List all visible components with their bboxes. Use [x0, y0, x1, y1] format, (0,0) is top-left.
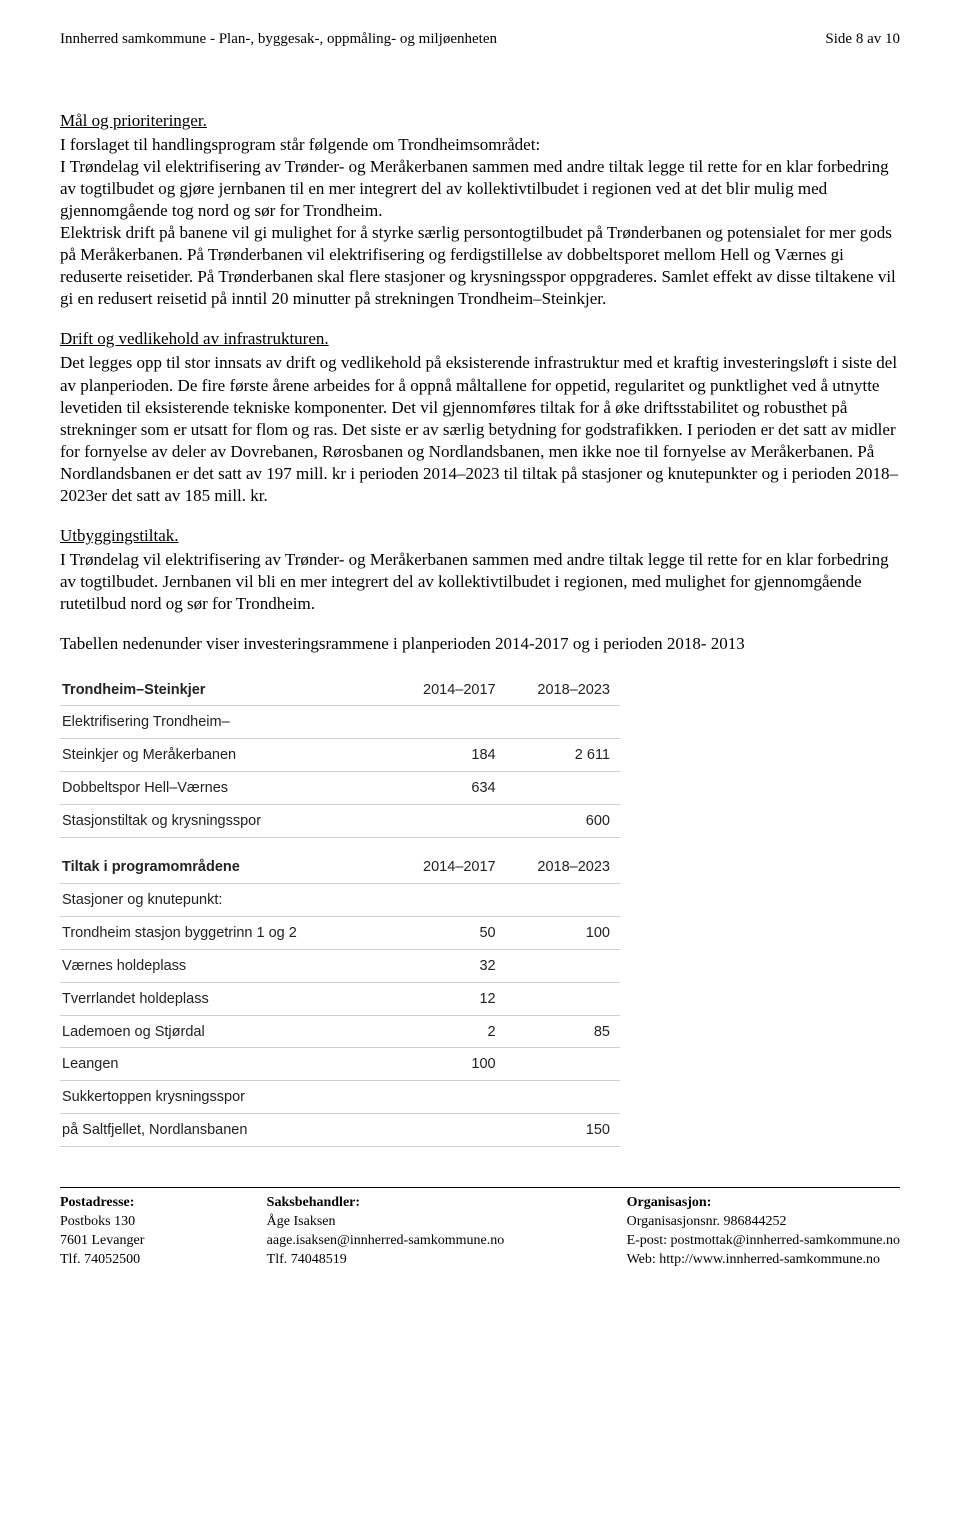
investment-table: Trondheim–Steinkjer2014–20172018–2023Ele… [60, 674, 900, 1147]
table-row-label: Stasjonstiltak og krysningsspor [60, 804, 391, 837]
table-spacer [60, 837, 620, 851]
footer-org-line: Web: http://www.innherred-samkommune.no [627, 1251, 900, 1270]
table-row-label: Dobbeltspor Hell–Værnes [60, 772, 391, 805]
table-row-label: på Saltfjellet, Nordlansbanen [60, 1114, 391, 1147]
construction-heading: Utbyggingstiltak. [60, 525, 900, 547]
table-row-label: Tverrlandet holdeplass [60, 982, 391, 1015]
table-row-value: 50 [391, 916, 505, 949]
table-row-value: 100 [391, 1048, 505, 1081]
table-row-label: Leangen [60, 1048, 391, 1081]
table-row-value: 100 [506, 916, 620, 949]
table-row-value [391, 804, 505, 837]
table-row-value: 2 611 [506, 739, 620, 772]
table-row-value: 12 [391, 982, 505, 1015]
footer-org-line: E-post: postmottak@innherred-samkommune.… [627, 1232, 900, 1251]
table-cell [391, 706, 505, 739]
table-row-value [506, 949, 620, 982]
section-maintenance: Drift og vedlikehold av infrastrukturen.… [60, 328, 900, 507]
footer-caseworker-line: Tlf. 74048519 [267, 1251, 505, 1270]
table-group-header: Trondheim–Steinkjer [60, 674, 391, 706]
footer-col-caseworker: Saksbehandler: Åge Isaksen aage.isaksen@… [267, 1194, 505, 1270]
header-right: Side 8 av 10 [825, 30, 900, 50]
table-row-value: 32 [391, 949, 505, 982]
footer-caseworker-line: Åge Isaksen [267, 1213, 505, 1232]
footer-org-line: Organisasjonsnr. 986844252 [627, 1213, 900, 1232]
table-cell [506, 884, 620, 917]
page-footer: Postadresse: Postboks 130 7601 Levanger … [60, 1187, 900, 1270]
table-row-value [506, 1081, 620, 1114]
table-row-label: Steinkjer og Meråkerbanen [60, 739, 391, 772]
footer-col-address: Postadresse: Postboks 130 7601 Levanger … [60, 1194, 144, 1270]
table-row-value: 150 [506, 1114, 620, 1147]
table-year-header: 2014–2017 [391, 851, 505, 883]
goals-text: I forslaget til handlingsprogram står fø… [60, 134, 900, 311]
table-row-value: 634 [391, 772, 505, 805]
table-row-label: Værnes holdeplass [60, 949, 391, 982]
table-year-header: 2018–2023 [506, 674, 620, 706]
footer-caseworker-heading: Saksbehandler: [267, 1194, 505, 1213]
construction-text: I Trøndelag vil elektrifisering av Trønd… [60, 549, 900, 615]
maintenance-text: Det legges opp til stor innsats av drift… [60, 352, 900, 507]
footer-address-line: Postboks 130 [60, 1213, 144, 1232]
table-row-value: 184 [391, 739, 505, 772]
section-construction: Utbyggingstiltak. I Trøndelag vil elektr… [60, 525, 900, 615]
table-row-label: Sukkertoppen krysningsspor [60, 1081, 391, 1114]
table-intro: Tabellen nedenunder viser investeringsra… [60, 633, 900, 655]
table-row-value: 85 [506, 1015, 620, 1048]
table-row-value [506, 772, 620, 805]
footer-org-heading: Organisasjon: [627, 1194, 900, 1213]
section-goals: Mål og prioriteringer. I forslaget til h… [60, 110, 900, 311]
page-header: Innherred samkommune - Plan-, byggesak-,… [60, 30, 900, 50]
footer-col-org: Organisasjon: Organisasjonsnr. 986844252… [627, 1194, 900, 1270]
table-row-value [506, 982, 620, 1015]
maintenance-heading: Drift og vedlikehold av infrastrukturen. [60, 328, 900, 350]
footer-address-line: 7601 Levanger [60, 1232, 144, 1251]
table-row-label: Elektrifisering Trondheim– [60, 706, 391, 739]
table-group-header: Tiltak i programområdene [60, 851, 391, 883]
table-year-header: 2014–2017 [391, 674, 505, 706]
table-row-value [391, 1081, 505, 1114]
table-row-value: 600 [506, 804, 620, 837]
table-cell [391, 884, 505, 917]
header-left: Innherred samkommune - Plan-, byggesak-,… [60, 30, 497, 50]
table-year-header: 2018–2023 [506, 851, 620, 883]
table-subheader: Stasjoner og knutepunkt: [60, 884, 391, 917]
table-row-label: Trondheim stasjon byggetrinn 1 og 2 [60, 916, 391, 949]
table-row-label: Lademoen og Stjørdal [60, 1015, 391, 1048]
table-row-value [391, 1114, 505, 1147]
footer-address-heading: Postadresse: [60, 1194, 144, 1213]
footer-address-line: Tlf. 74052500 [60, 1251, 144, 1270]
footer-caseworker-line: aage.isaksen@innherred-samkommune.no [267, 1232, 505, 1251]
goals-heading: Mål og prioriteringer. [60, 110, 900, 132]
table-row-value [506, 1048, 620, 1081]
table-row-value: 2 [391, 1015, 505, 1048]
table-cell [506, 706, 620, 739]
